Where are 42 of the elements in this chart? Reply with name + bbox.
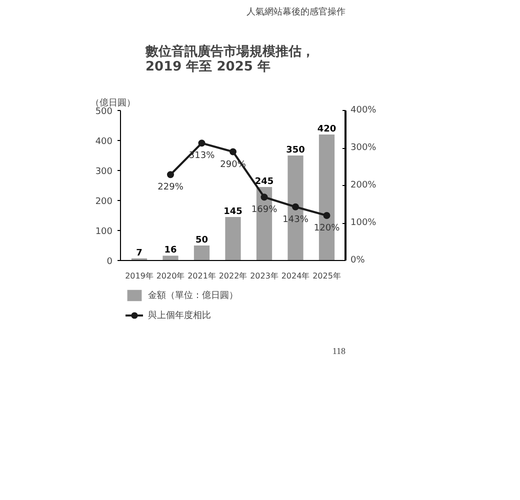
y-tick-label: 400 xyxy=(95,137,113,147)
legend-label: 金額（單位：億日圓） xyxy=(148,290,238,302)
y2-tick-label: 400% xyxy=(350,106,377,116)
text: 人氣網站幕後的感官操作 xyxy=(246,6,346,18)
data-label: 420 xyxy=(317,124,336,134)
y-tick-label: 100 xyxy=(95,227,113,237)
x-tick-label: 2024年 xyxy=(281,272,310,280)
bar xyxy=(162,256,178,260)
data-label: 350 xyxy=(286,146,305,156)
data-label: 229% xyxy=(158,182,184,193)
point xyxy=(198,140,206,147)
data-label: 50 xyxy=(195,236,208,246)
y-axis-title: （億日圓） xyxy=(90,98,136,108)
y-tick-label: 500 xyxy=(95,107,113,117)
x-tick-label: 2023年 xyxy=(250,272,278,280)
data-label: 145 xyxy=(224,207,242,217)
x-tick-label: 2022年 xyxy=(218,272,248,280)
x-tick-label: 2019年 xyxy=(125,272,154,280)
point xyxy=(323,212,330,219)
chart-title: 數位音訊廣告市場規模推估， 2019 年至 2025 年 xyxy=(144,44,314,74)
data-label: 245 xyxy=(254,177,274,187)
data-label: 16 xyxy=(164,246,177,256)
y-tick-label: 0 xyxy=(106,257,113,267)
text: 118 xyxy=(332,346,346,356)
x-tick-label: 2021年 xyxy=(188,272,216,280)
y-tick-label: 300 xyxy=(95,167,113,177)
y-tick-label: 200 xyxy=(95,197,113,207)
legend-label: 與上個年度相比 xyxy=(148,310,211,322)
point xyxy=(230,148,236,156)
bar xyxy=(225,217,241,260)
x-tick-label: 2020年 xyxy=(156,272,185,280)
point xyxy=(167,171,174,178)
x-tick-label: 2025年 xyxy=(312,272,341,280)
data-label: 313% xyxy=(188,151,216,162)
y2-tick-label: 0% xyxy=(350,256,366,266)
point xyxy=(260,194,268,201)
data-label: 7 xyxy=(136,248,142,258)
y2-tick-label: 300% xyxy=(350,143,377,153)
point xyxy=(292,203,299,210)
bar xyxy=(194,246,210,260)
y2-tick-label: 100% xyxy=(350,218,377,228)
y2-tick-label: 200% xyxy=(350,180,377,190)
